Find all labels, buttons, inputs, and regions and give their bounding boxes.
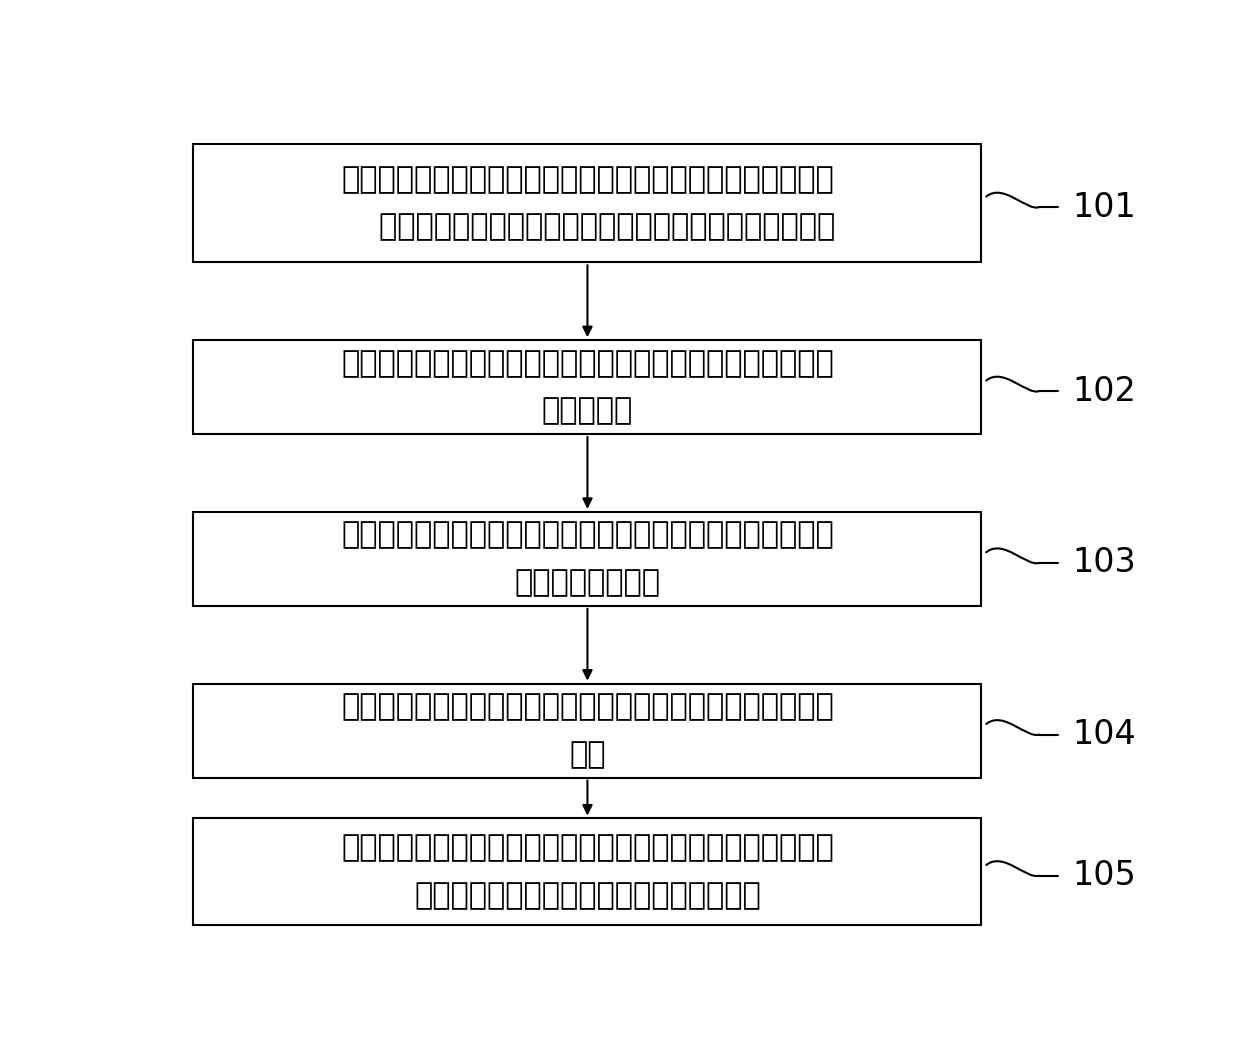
Text: 102: 102 [1073, 375, 1137, 408]
Bar [193, 512, 982, 605]
Text: 控制器根据断开信号，控制晶闸管断开，以使得转子串限流电
阻投入运行: 控制器根据断开信号，控制晶闸管断开，以使得转子串限流电 阻投入运行 [341, 349, 833, 425]
Bar [193, 340, 982, 434]
Text: 传感器检测到电网侧电压达到额定电压时，向控制器发送闭合
信号: 传感器检测到电网侧电压达到额定电压时，向控制器发送闭合 信号 [341, 692, 833, 769]
Bar [193, 819, 982, 925]
Text: 101: 101 [1073, 191, 1137, 224]
Text: 传感器检测到电网侧电压达到高电压预设阈值时，向控制器发
    送断开信号，高电压预设阈值为电网侧过电压时的电压值: 传感器检测到电网侧电压达到高电压预设阈值时，向控制器发 送断开信号，高电压预设阈… [340, 165, 835, 241]
Text: 105: 105 [1073, 859, 1137, 892]
Text: 控制器控制双馈风电机组，以风机转子串联转子串限流电阻的
运行方式持续运行: 控制器控制双馈风电机组，以风机转子串联转子串限流电阻的 运行方式持续运行 [341, 520, 833, 597]
Text: 103: 103 [1073, 546, 1137, 580]
Bar [193, 684, 982, 777]
Text: 控制器根据闭合信号，控制晶闸管闭合，以使得转子串限流电
阻切除运行，实现双馈风电机组高电压穿越: 控制器根据闭合信号，控制晶闸管闭合，以使得转子串限流电 阻切除运行，实现双馈风电… [341, 834, 833, 910]
Bar [193, 143, 982, 262]
Text: 104: 104 [1073, 718, 1137, 751]
